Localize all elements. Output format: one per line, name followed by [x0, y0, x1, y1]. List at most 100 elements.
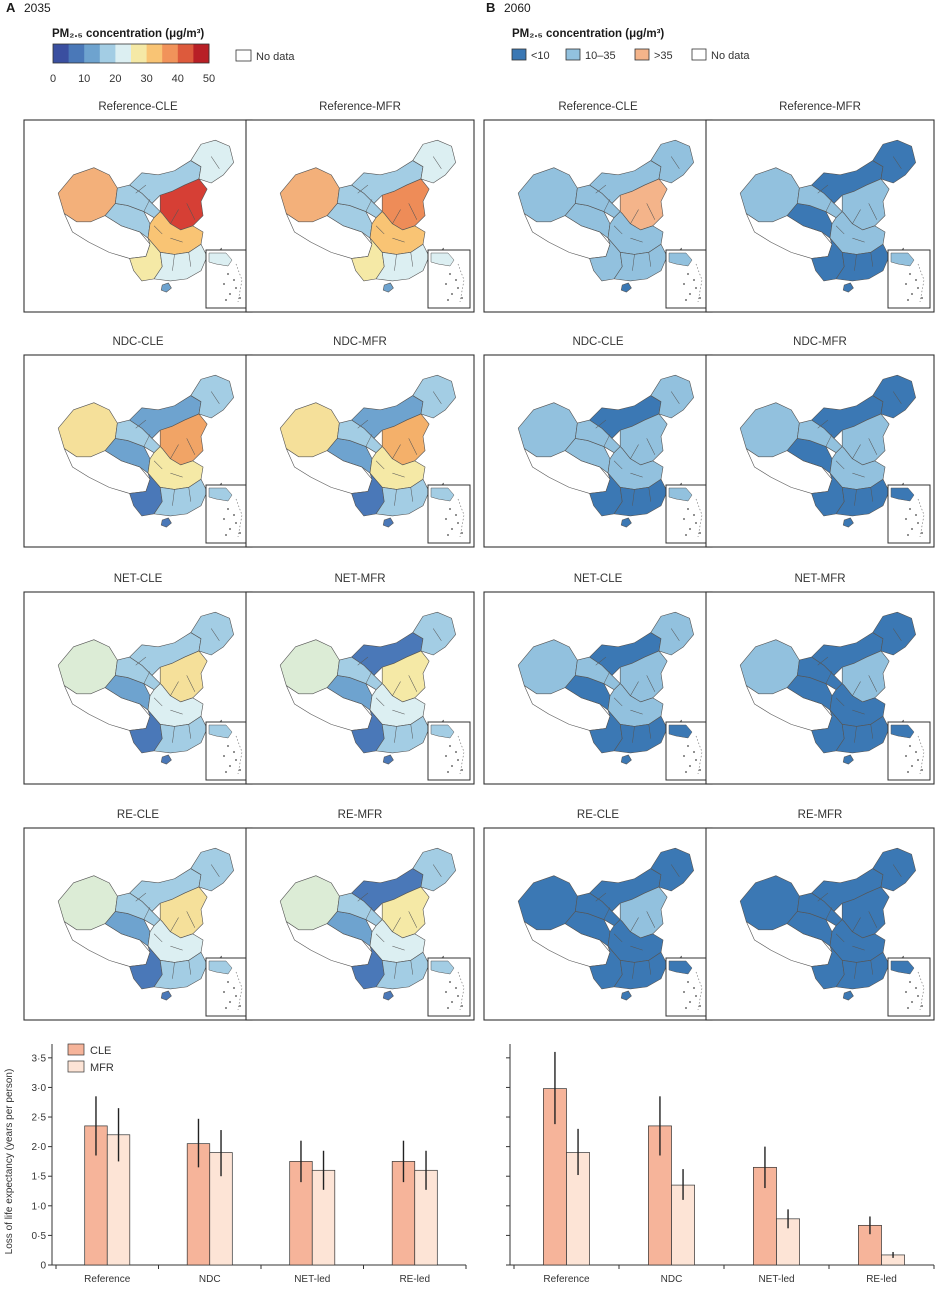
province-border	[186, 438, 196, 455]
province-border	[632, 489, 635, 506]
x-category-label: NDC	[661, 1274, 683, 1285]
island-dot	[905, 518, 907, 520]
y-tick-label: 2·0	[32, 1142, 47, 1153]
island-dot	[695, 287, 697, 289]
province-region-gansu	[115, 656, 161, 690]
island-dot	[685, 771, 687, 773]
inset-region	[668, 252, 693, 267]
island-dot	[235, 759, 237, 761]
province-border	[143, 199, 151, 212]
inset-region	[668, 724, 693, 739]
island-dot	[451, 1001, 453, 1003]
inset-region	[208, 960, 233, 975]
province-border	[854, 726, 857, 743]
china-map	[517, 139, 694, 293]
province-border	[135, 184, 147, 194]
island-dot	[907, 534, 909, 536]
bar-legend-label: CLE	[90, 1045, 111, 1057]
y-tick-label: 3·5	[32, 1053, 47, 1064]
province-border	[870, 252, 874, 267]
inset-dash-line	[235, 498, 243, 538]
province-region-hainan	[382, 990, 394, 1001]
island-dot	[447, 534, 449, 536]
legend-discrete-label: <10	[531, 50, 550, 62]
colorbar-tick-label: 40	[172, 73, 184, 85]
island-dot	[457, 995, 459, 997]
inset-dash-line	[457, 971, 465, 1011]
province-border	[375, 225, 385, 235]
island-dot	[445, 283, 447, 285]
legend-discrete-swatch	[565, 48, 581, 61]
island-dot	[915, 514, 917, 516]
province-border	[868, 911, 878, 928]
province-region-gansu	[337, 892, 383, 926]
island-dot	[685, 1007, 687, 1009]
province-border	[632, 962, 635, 979]
province-region-hainan	[382, 754, 394, 765]
province-border	[392, 472, 405, 478]
province-border	[394, 489, 397, 506]
province-border	[852, 917, 861, 932]
province-region-hainan	[382, 282, 394, 293]
y-axis-label: Loss of life expectancy (years per perso…	[4, 1069, 15, 1255]
province-border	[432, 864, 442, 877]
island-dot	[227, 981, 229, 983]
inset-region	[430, 487, 455, 502]
china-map	[279, 611, 456, 765]
island-dot	[909, 273, 911, 275]
bar-legend-swatch	[67, 1043, 85, 1056]
province-border	[825, 671, 833, 684]
inset-region	[890, 960, 915, 975]
y-tick-label: 0	[40, 1261, 46, 1272]
bar-legend: CLE MFR	[67, 1043, 114, 1074]
province-border	[854, 254, 857, 271]
china-map	[739, 374, 916, 528]
province-border	[170, 709, 183, 715]
province-border	[143, 907, 151, 920]
province-border	[357, 419, 369, 429]
inset-dash-line	[457, 498, 465, 538]
island-dot	[233, 751, 235, 753]
province-border	[392, 917, 401, 932]
island-dot	[911, 293, 913, 295]
island-dot	[239, 532, 241, 534]
province-border	[613, 933, 623, 943]
province-border	[646, 675, 656, 692]
province-border	[632, 726, 635, 743]
map-title: Reference-MFR	[319, 101, 401, 113]
province-border	[143, 434, 151, 447]
province-border	[408, 438, 418, 455]
province-region-northeast	[650, 847, 694, 892]
inset-dash-line	[235, 971, 243, 1011]
island-dot	[917, 995, 919, 997]
colorbar-swatch	[84, 44, 101, 63]
province-region-northeast	[650, 611, 694, 656]
island-dot	[689, 293, 691, 295]
legend-no-data-swatch	[235, 49, 252, 62]
y-tick-label: 3·0	[32, 1083, 47, 1094]
legend-discrete-label: >35	[654, 50, 673, 62]
map-panel	[23, 827, 253, 1021]
province-border	[630, 709, 643, 715]
province-border	[670, 156, 680, 169]
province-border	[870, 487, 874, 502]
island-dot	[447, 299, 449, 301]
province-region-hainan	[842, 990, 854, 1001]
province-border	[172, 726, 175, 743]
island-dot	[689, 1001, 691, 1003]
province-border	[410, 487, 414, 502]
province-border	[817, 184, 829, 194]
colorbar-tick-label: 0	[50, 73, 56, 85]
inset-dash-line	[917, 498, 925, 538]
province-border	[603, 199, 611, 212]
province-region-gansu	[575, 892, 621, 926]
province-border	[595, 892, 607, 902]
inset-region	[668, 960, 693, 975]
colorbar-swatch	[146, 44, 163, 63]
province-border	[854, 489, 857, 506]
province-region-northeast	[412, 374, 456, 419]
island-dot	[233, 987, 235, 989]
map-title: Reference-MFR	[779, 101, 861, 113]
inset-dash-line	[235, 735, 243, 775]
map-panel	[483, 354, 713, 548]
